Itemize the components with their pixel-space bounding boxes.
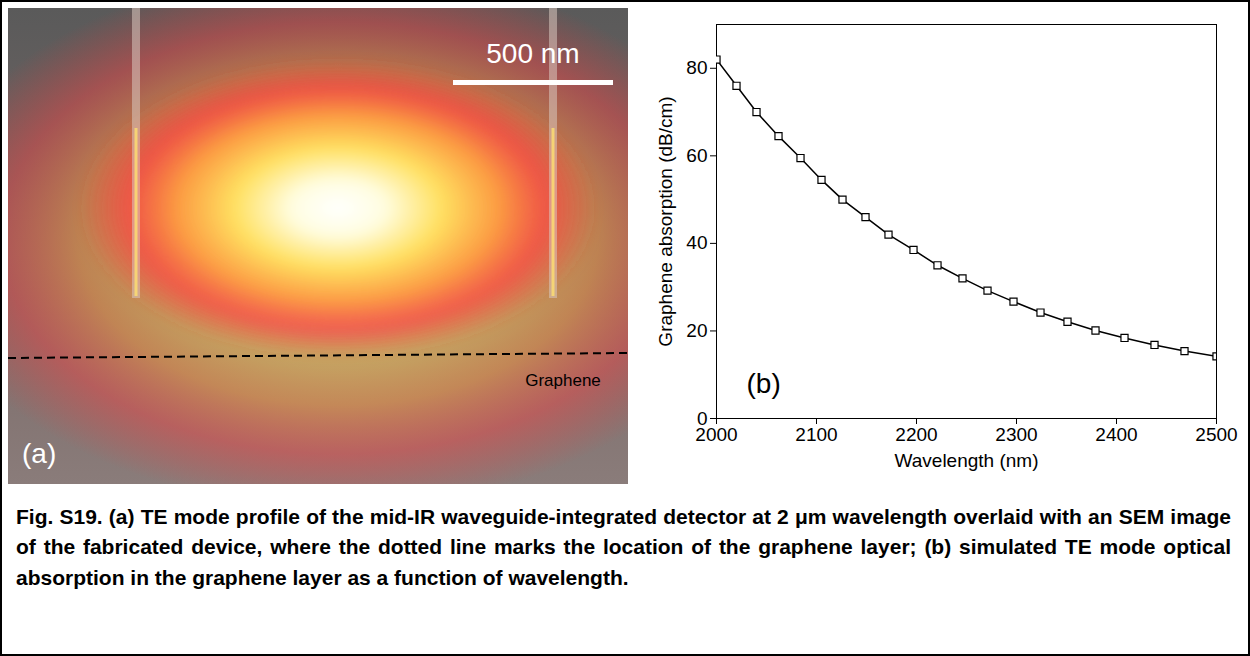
svg-text:60: 60 (686, 145, 707, 166)
svg-text:Graphene absorption (dB/cm): Graphene absorption (dB/cm) (655, 96, 676, 346)
svg-text:0: 0 (697, 408, 708, 429)
svg-text:2400: 2400 (1095, 424, 1137, 445)
svg-text:(a): (a) (22, 438, 56, 469)
svg-text:Wavelength (nm): Wavelength (nm) (895, 450, 1039, 471)
svg-text:40: 40 (686, 232, 707, 253)
svg-text:80: 80 (686, 57, 707, 78)
svg-text:(b): (b) (747, 368, 781, 399)
svg-text:500 nm: 500 nm (486, 38, 579, 69)
svg-text:2200: 2200 (895, 424, 937, 445)
svg-text:2300: 2300 (995, 424, 1037, 445)
svg-text:2500: 2500 (1195, 424, 1237, 445)
svg-text:20: 20 (686, 320, 707, 341)
svg-text:Graphene: Graphene (525, 371, 601, 390)
svg-text:2000: 2000 (695, 424, 738, 445)
html-text:Fig. S19. (a) TE mode profile: Fig. S19. (a) TE mode profile of the mid… (16, 505, 1231, 589)
svg-text:2100: 2100 (795, 424, 837, 445)
